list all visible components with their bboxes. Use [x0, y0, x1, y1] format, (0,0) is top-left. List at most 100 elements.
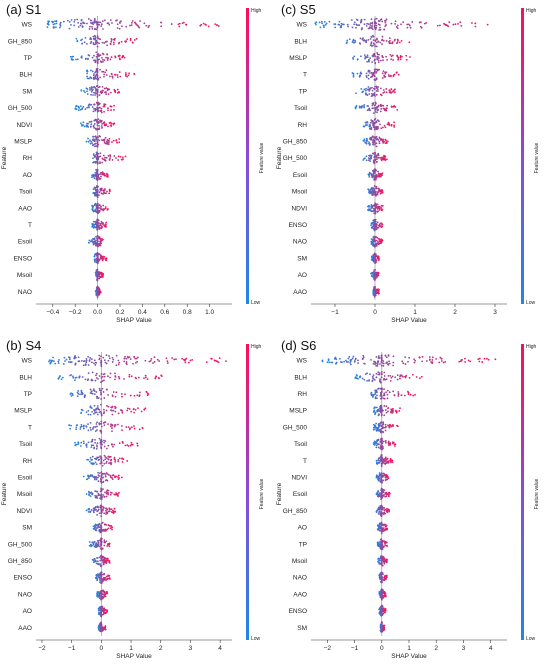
x-tick-label: 2 [159, 645, 163, 652]
shap-point [102, 459, 105, 462]
shap-point [88, 360, 91, 362]
shap-point [89, 42, 92, 45]
shap-point [99, 222, 102, 225]
shap-point [389, 53, 392, 56]
shap-point [109, 524, 112, 527]
shap-point [349, 361, 352, 364]
shap-point [381, 239, 384, 242]
shap-point [386, 475, 388, 478]
shap-point [101, 375, 104, 378]
feature-label: T [28, 424, 32, 431]
shap-point [372, 44, 374, 47]
shap-point [330, 361, 332, 364]
shap-point [85, 446, 88, 448]
shap-point [101, 89, 104, 92]
shap-point [388, 89, 391, 92]
shap-point [374, 23, 376, 25]
shap-point [377, 86, 380, 88]
shap-point [96, 457, 99, 460]
shap-point [158, 377, 160, 380]
shap-point [366, 109, 369, 112]
shap-point [52, 356, 54, 359]
shap-point [379, 380, 381, 383]
shap-point [374, 294, 377, 297]
shap-point [48, 360, 50, 363]
shap-point [111, 76, 114, 79]
shap-point [109, 75, 111, 78]
shap-point [59, 21, 62, 24]
shap-point [111, 444, 113, 446]
shap-point [387, 354, 390, 357]
shap-point [379, 123, 381, 126]
shap-point [96, 293, 99, 295]
shap-point [93, 73, 95, 75]
colorbar-high-label: High [526, 8, 537, 14]
shap-point [101, 259, 104, 262]
shap-point [362, 39, 365, 42]
shap-point [89, 357, 92, 359]
shap-point [113, 109, 115, 111]
shap-point [409, 56, 411, 58]
beeswarm-row [355, 85, 396, 98]
shap-point [77, 22, 80, 24]
x-tick-label: 0.4 [138, 309, 147, 316]
shap-point [111, 478, 114, 481]
beeswarm-row [91, 202, 109, 215]
shap-point [102, 276, 104, 278]
shap-point [383, 91, 386, 93]
shap-point [97, 574, 100, 577]
shap-point [92, 35, 95, 38]
shap-point [171, 357, 174, 359]
shap-point [76, 391, 79, 394]
shap-point [97, 287, 100, 290]
shap-point [397, 58, 400, 61]
shap-point [396, 374, 399, 377]
shap-point [368, 171, 371, 174]
shap-point [103, 421, 106, 424]
shap-point [120, 393, 123, 395]
shap-point [386, 58, 389, 61]
shap-point [166, 362, 169, 364]
shap-point [114, 407, 117, 410]
shap-point [89, 406, 92, 409]
shap-point [133, 411, 136, 414]
shap-point [393, 121, 395, 124]
shap-point [91, 208, 94, 211]
shap-point [96, 95, 99, 98]
shap-point [75, 428, 78, 431]
shap-point [94, 135, 97, 138]
shap-point [107, 473, 110, 476]
shap-point [77, 390, 80, 392]
shap-point [225, 360, 227, 362]
shap-point [395, 71, 398, 74]
shap-point [385, 18, 388, 21]
shap-point [372, 291, 375, 294]
shap-point [393, 124, 396, 127]
shap-point [386, 493, 389, 495]
shap-point [372, 236, 375, 239]
shap-point [121, 429, 123, 432]
shap-point [110, 406, 112, 409]
shap-point [405, 374, 408, 377]
shap-point [373, 128, 376, 131]
feature-label: Esoil [18, 474, 33, 481]
shap-point [423, 22, 426, 25]
feature-label: NDVI [291, 474, 307, 481]
shap-point [114, 460, 117, 463]
shap-point [120, 158, 123, 161]
shap-point [378, 430, 380, 432]
shap-point [90, 86, 93, 88]
shap-point [101, 577, 104, 580]
shap-point [365, 41, 367, 43]
shap-point [100, 413, 103, 416]
shap-point [89, 456, 92, 459]
shap-point [397, 391, 400, 393]
shap-point [101, 20, 104, 23]
shap-point [134, 408, 137, 411]
shap-point [92, 161, 95, 163]
feature-label: GH_500 [8, 105, 33, 112]
shap-point [355, 26, 357, 29]
shap-point [89, 36, 92, 39]
shap-point [383, 405, 386, 407]
shap-point [102, 189, 105, 192]
